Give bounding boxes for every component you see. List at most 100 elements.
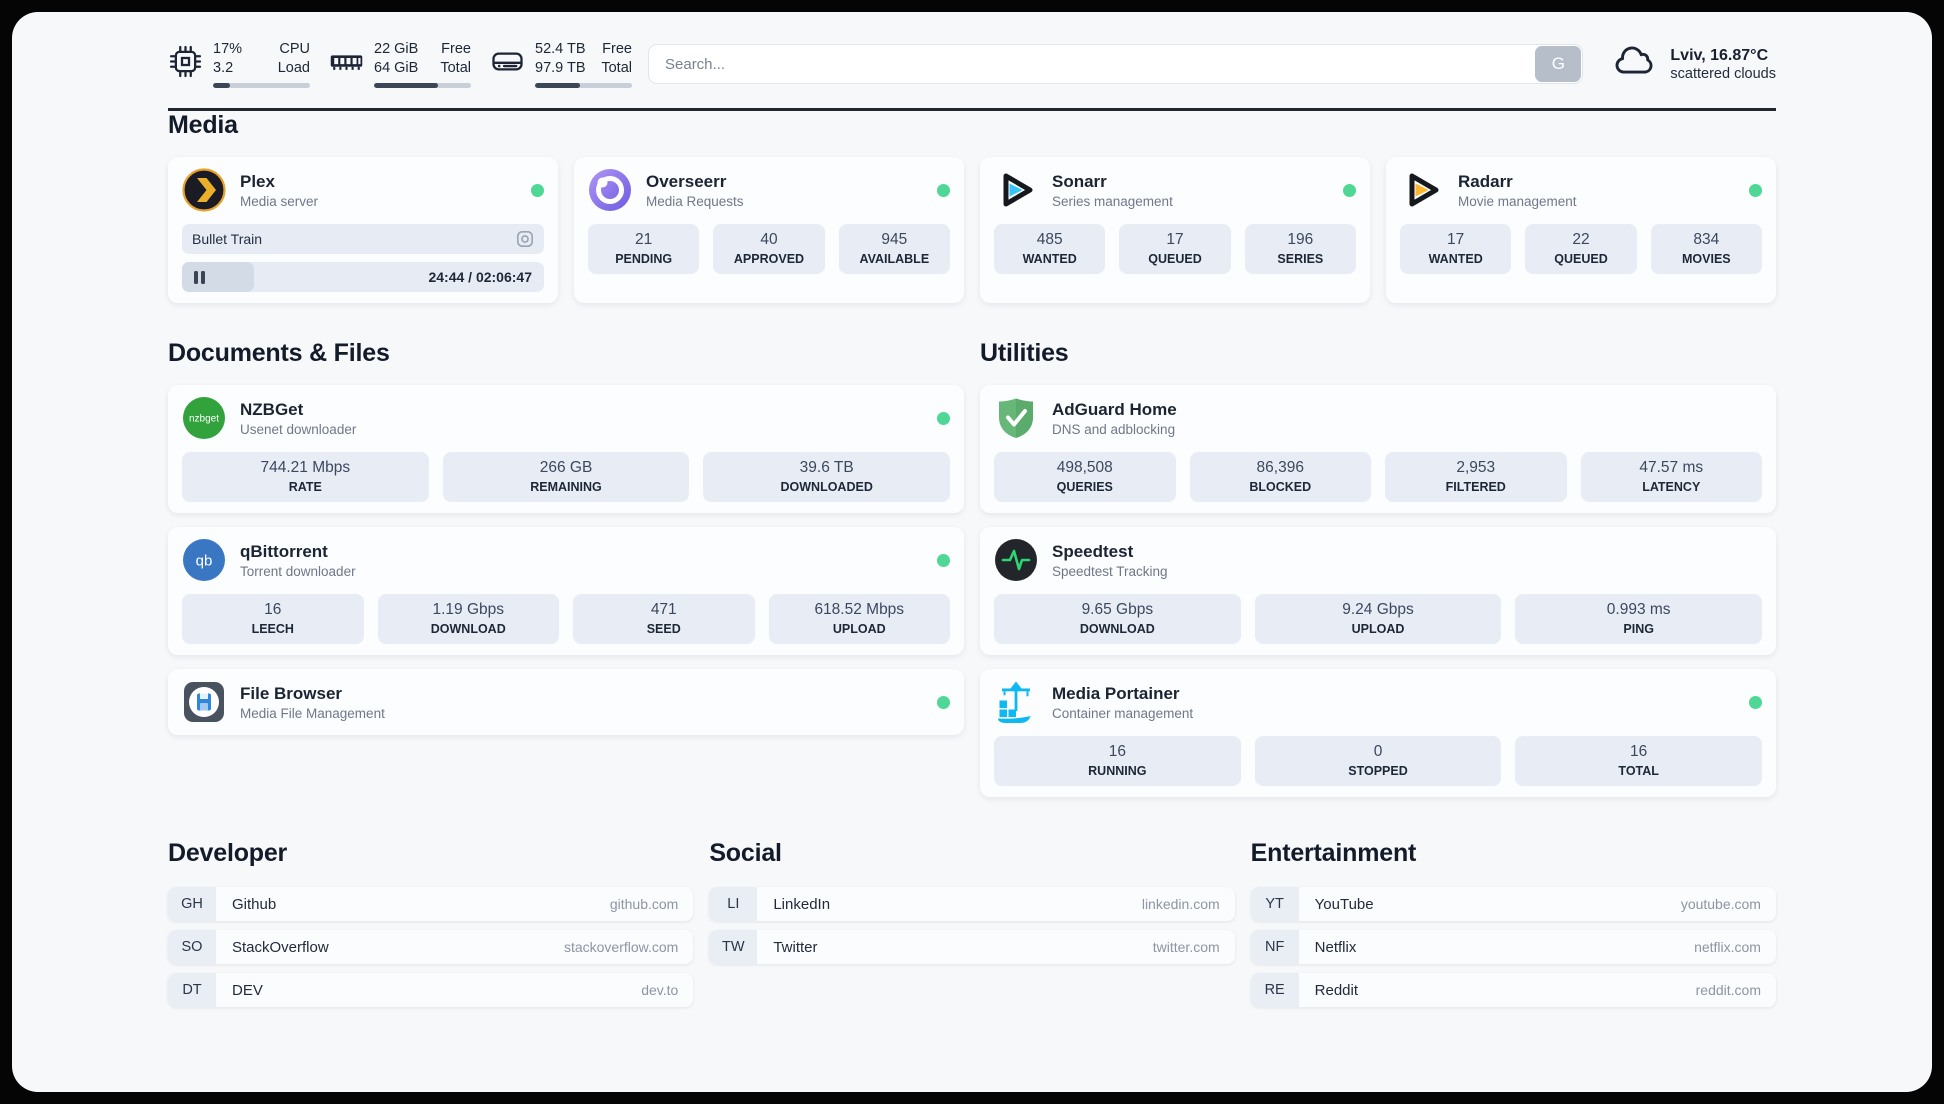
section-title-social: Social xyxy=(709,839,782,867)
stat-block: 9.24 Gbps UPLOAD xyxy=(1254,594,1502,644)
stat-label: UPLOAD xyxy=(832,622,886,636)
speedtest-card[interactable]: Speedtest Speedtest Tracking 9.65 Gbps D… xyxy=(980,527,1776,655)
bookmark-github[interactable]: GH Github github.com xyxy=(168,887,694,921)
app-title: Plex xyxy=(240,171,275,191)
app-title: AdGuard Home xyxy=(1052,399,1177,419)
stat-value: 945 xyxy=(881,231,908,248)
bookmark-url: dev.to xyxy=(641,982,679,998)
app-subtitle: Usenet downloader xyxy=(240,421,357,437)
cpu-labels: CPU Load xyxy=(277,41,310,76)
app-subtitle: Container management xyxy=(1052,705,1194,721)
pause-icon xyxy=(194,270,208,284)
plex-card[interactable]: Plex Media server Bullet Train xyxy=(168,157,558,303)
sonarr-icon xyxy=(994,168,1038,212)
bookmark-dev[interactable]: DT DEV dev.to xyxy=(168,973,694,1007)
speedtest-icon xyxy=(994,538,1038,582)
stat-value: 47.57 ms xyxy=(1639,459,1704,476)
bookmark-netflix[interactable]: NF Netflix netflix.com xyxy=(1250,930,1776,964)
status-dot xyxy=(1749,183,1762,197)
bookmark-abbr: NF xyxy=(1250,930,1299,964)
disk-progress-bar xyxy=(535,83,632,88)
stat-label: WANTED xyxy=(1022,252,1077,266)
app-subtitle: Media server xyxy=(240,193,319,209)
bookmark-name: Github xyxy=(232,895,277,913)
status-dot xyxy=(937,553,950,567)
now-playing-title: Bullet Train xyxy=(192,231,263,247)
bookmark-url: github.com xyxy=(609,896,679,912)
filebrowser-card[interactable]: File Browser Media File Management xyxy=(168,669,964,735)
stat-block: 266 GB REMAINING xyxy=(442,452,690,502)
status-dot xyxy=(937,183,950,197)
playback-time: 24:44 / 02:06:47 xyxy=(428,269,532,285)
overseerr-icon xyxy=(588,168,632,212)
disk-labels: Free Total xyxy=(601,41,632,76)
status-dot xyxy=(531,183,544,197)
stat-label: QUEUED xyxy=(1554,252,1608,266)
bookmark-url: reddit.com xyxy=(1695,982,1761,998)
bookmark-reddit[interactable]: RE Reddit reddit.com xyxy=(1250,973,1776,1007)
sonarr-card[interactable]: Sonarr Series management 485 WANTED 17 Q… xyxy=(980,157,1370,303)
stat-value: 498,508 xyxy=(1056,459,1113,476)
bookmark-name: Twitter xyxy=(773,938,818,956)
app-subtitle: Media File Management xyxy=(240,705,385,721)
app-subtitle: Media Requests xyxy=(646,193,744,209)
stat-value: 86,396 xyxy=(1256,459,1304,476)
bookmark-linkedin[interactable]: LI LinkedIn linkedin.com xyxy=(709,887,1235,921)
bookmark-abbr: RE xyxy=(1250,973,1299,1007)
section-title-media: Media xyxy=(168,111,238,139)
radarr-card[interactable]: Radarr Movie management 17 WANTED 22 QUE… xyxy=(1386,157,1776,303)
bookmarks-entertainment: Entertainment YT YouTube youtube.com NF … xyxy=(1250,839,1776,1007)
stat-value: 471 xyxy=(650,601,677,618)
bookmark-youtube[interactable]: YT YouTube youtube.com xyxy=(1250,887,1776,921)
stat-label: QUERIES xyxy=(1056,480,1113,494)
stat-block: 834 MOVIES xyxy=(1650,224,1762,274)
bookmark-name: LinkedIn xyxy=(773,895,831,913)
bookmark-stackoverflow[interactable]: SO StackOverflow stackoverflow.com xyxy=(168,930,694,964)
stat-label: BLOCKED xyxy=(1249,480,1312,494)
weather-widget: Lviv, 16.87°C scattered clouds xyxy=(1613,44,1776,84)
filebrowser-icon xyxy=(182,680,226,724)
stat-label: APPROVED xyxy=(733,252,805,266)
stat-block: 9.65 Gbps DOWNLOAD xyxy=(994,594,1241,644)
app-title: Radarr xyxy=(1458,171,1513,191)
stat-label: RATE xyxy=(288,480,322,494)
bookmark-abbr: DT xyxy=(168,973,216,1007)
qbittorrent-icon: qb xyxy=(182,538,226,582)
stat-block: 0 STOPPED xyxy=(1254,736,1502,786)
nzbget-card[interactable]: nzbget NZBGet Usenet downloader 744.21 M… xyxy=(168,385,964,513)
bookmark-name: StackOverflow xyxy=(232,938,329,956)
cpu-values: 17% 3.2 xyxy=(213,41,243,76)
stat-value: 21 xyxy=(635,231,653,248)
bookmark-abbr: LI xyxy=(709,887,758,921)
stat-value: 9.65 Gbps xyxy=(1081,601,1154,618)
portainer-card[interactable]: Media Portainer Container management 16 … xyxy=(980,669,1776,797)
bookmark-abbr: TW xyxy=(709,930,758,964)
stat-label: LATENCY xyxy=(1642,480,1701,494)
app-title: NZBGet xyxy=(240,399,304,419)
stat-label: DOWNLOAD xyxy=(1079,622,1155,636)
overseerr-card[interactable]: Overseerr Media Requests 21 PENDING 40 A… xyxy=(574,157,964,303)
section-title-developer: Developer xyxy=(168,839,288,867)
stat-block: 0.993 ms PING xyxy=(1515,594,1763,644)
bookmark-url: youtube.com xyxy=(1680,896,1761,912)
app-subtitle: Series management xyxy=(1052,193,1173,209)
stat-label: TOTAL xyxy=(1618,764,1659,778)
search-input[interactable] xyxy=(648,44,1584,84)
adguard-card[interactable]: AdGuard Home DNS and adblocking 498,508 … xyxy=(980,385,1776,513)
bookmarks-social: Social LI LinkedIn linkedin.com TW Twitt… xyxy=(709,839,1235,964)
app-subtitle: DNS and adblocking xyxy=(1052,421,1176,437)
stat-label: MOVIES xyxy=(1682,252,1731,266)
stat-value: 485 xyxy=(1036,231,1063,248)
adguard-icon xyxy=(994,396,1038,440)
svg-text:qb: qb xyxy=(196,553,213,570)
top-bar: 17% 3.2 CPU Load xyxy=(168,40,1776,88)
search-engine-button[interactable]: G xyxy=(1535,46,1582,82)
bookmark-name: YouTube xyxy=(1314,895,1374,913)
qbittorrent-card[interactable]: qb qBittorrent Torrent downloader 16 LEE… xyxy=(168,527,964,655)
bookmark-url: twitter.com xyxy=(1152,939,1220,955)
stat-value: 39.6 TB xyxy=(799,459,854,476)
bookmark-abbr: GH xyxy=(168,887,216,921)
bookmark-twitter[interactable]: TW Twitter twitter.com xyxy=(709,930,1235,964)
app-subtitle: Torrent downloader xyxy=(240,563,356,579)
stat-block: 47.57 ms LATENCY xyxy=(1580,452,1762,502)
